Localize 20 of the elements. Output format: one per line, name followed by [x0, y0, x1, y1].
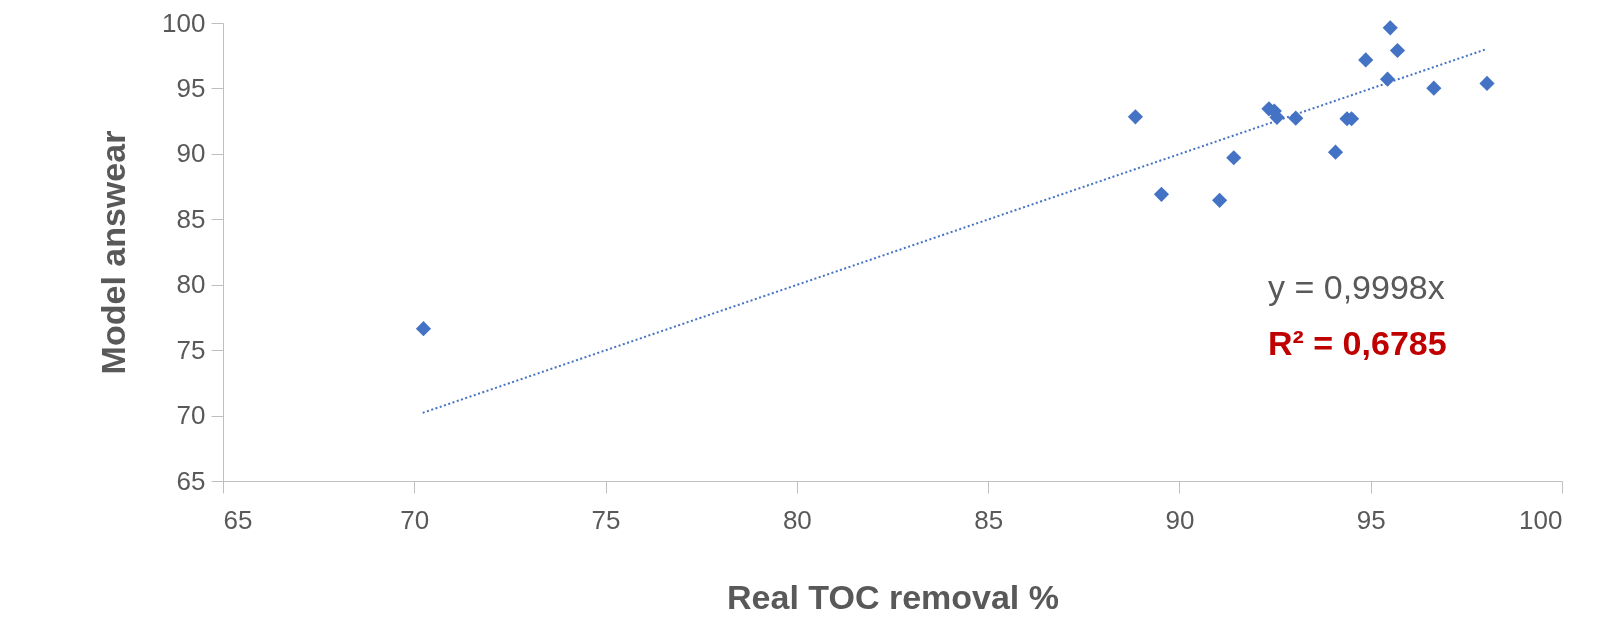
x-tick-label: 95 — [1356, 504, 1386, 535]
y-tick-label: 70 — [176, 400, 206, 431]
x-axis-title: Real TOC removal % — [727, 577, 1059, 616]
y-tick-label: 100 — [162, 7, 206, 38]
y-tick-label: 75 — [176, 334, 206, 365]
y-tick-label: 85 — [176, 203, 206, 234]
x-tick-label: 70 — [400, 504, 430, 535]
x-tick-label: 80 — [782, 504, 812, 535]
annotation: R² = 0,6785 — [1268, 324, 1447, 362]
x-tick-label: 85 — [974, 504, 1004, 535]
x-tick-label: 90 — [1165, 504, 1195, 535]
annotation: y = 0,9998x — [1268, 268, 1445, 306]
y-tick-label: 90 — [176, 138, 206, 169]
x-tick-label: 75 — [591, 504, 621, 535]
y-axis-title: Model answear — [94, 130, 133, 375]
x-tick-label: 100 — [1519, 504, 1563, 535]
y-tick-label: 80 — [176, 269, 206, 300]
y-tick-label: 65 — [176, 465, 206, 496]
y-tick-label: 95 — [176, 72, 206, 103]
x-tick-label: 65 — [223, 504, 253, 535]
